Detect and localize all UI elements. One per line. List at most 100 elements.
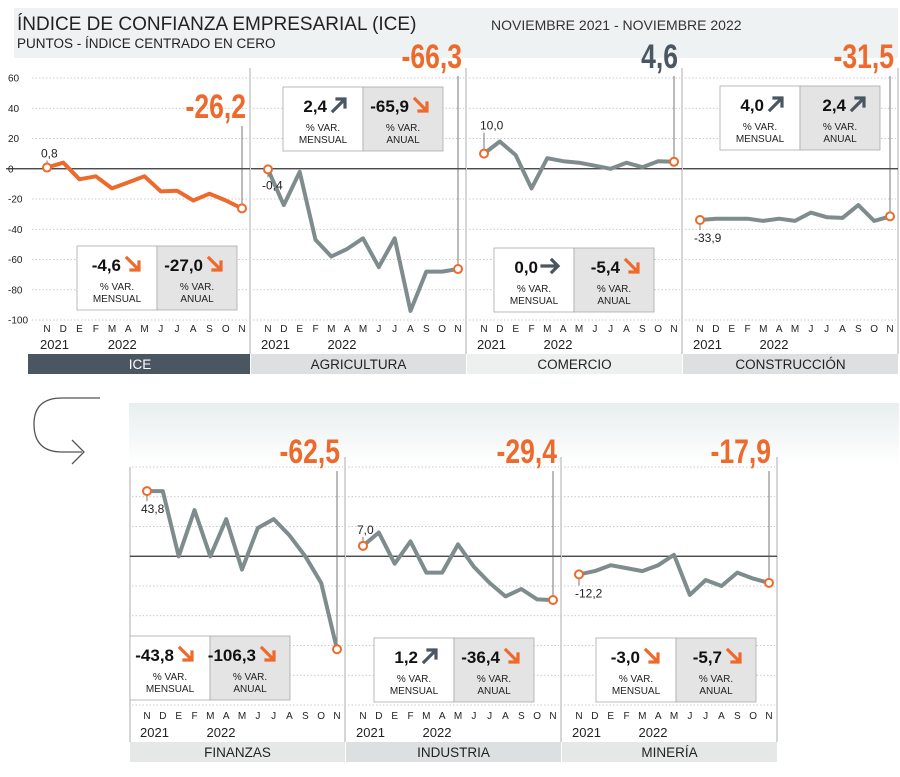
annual-caption: ANUAL xyxy=(233,684,267,695)
first-point xyxy=(479,148,489,159)
monthly-value: 0,0 xyxy=(514,258,538,277)
month-label: J xyxy=(271,711,276,722)
last-point xyxy=(669,156,679,167)
month-label: N xyxy=(143,711,150,722)
last-point xyxy=(885,211,895,222)
period-label: NOVIEMBRE 2021 - NOVIEMBRE 2022 xyxy=(491,17,742,33)
annual-caption: ANUAL xyxy=(823,134,857,145)
monthly-value: 1,2 xyxy=(394,648,418,667)
annual-value: -36,4 xyxy=(461,648,500,667)
monthly-box xyxy=(493,247,575,313)
month-label: A xyxy=(623,324,630,335)
monthly-value: -43,8 xyxy=(135,646,174,665)
row2-band xyxy=(129,403,899,465)
first-value-label: 7,0 xyxy=(357,523,374,537)
month-label: M xyxy=(206,711,214,722)
chart-subtitle: PUNTOS - ÍNDICE CENTRADO EN CERO xyxy=(17,36,276,51)
first-point xyxy=(574,569,584,580)
monthly-box xyxy=(282,86,364,152)
month-label: J xyxy=(376,324,381,335)
month-label: M xyxy=(638,711,646,722)
annual-box xyxy=(675,637,757,703)
series-line xyxy=(698,203,892,223)
monthly-value: 4,0 xyxy=(740,96,764,115)
month-label: J xyxy=(592,324,597,335)
year-label: 2021 xyxy=(261,337,290,352)
year-label: 2022 xyxy=(639,725,668,740)
month-label: A xyxy=(190,324,197,335)
y-tick-label: -80 xyxy=(8,285,23,296)
month-label: A xyxy=(502,711,509,722)
year-label: 2022 xyxy=(207,725,236,740)
month-label: F xyxy=(312,324,318,335)
month-label: E xyxy=(512,324,519,335)
arrow-down-icon xyxy=(177,645,194,662)
monthly-box xyxy=(595,637,677,703)
annual-box xyxy=(573,247,655,313)
month-label: N xyxy=(43,324,50,335)
first-value-label: -0,4 xyxy=(262,178,283,192)
panel-band xyxy=(28,354,250,374)
first-point xyxy=(695,215,705,226)
monthly-value: -3,0 xyxy=(611,648,640,667)
annual-box xyxy=(453,637,535,703)
panel-name: AGRICULTURA xyxy=(311,357,407,372)
monthly-caption: % VAR. xyxy=(100,282,134,293)
monthly-caption: % VAR. xyxy=(306,123,340,134)
arrow-up-icon xyxy=(330,97,347,114)
annual-box xyxy=(362,86,444,152)
annual-caption: ANUAL xyxy=(180,294,214,305)
chart-title: ÍNDICE DE CONFIANZA EMPRESARIAL (ICE) xyxy=(17,14,416,35)
year-label: 2021 xyxy=(356,725,385,740)
annual-caption: % VAR. xyxy=(386,123,420,134)
monthly-caption: MENSUAL xyxy=(736,134,785,145)
arrow-down-icon xyxy=(725,647,742,664)
annual-value: -5,4 xyxy=(591,258,621,277)
series-line xyxy=(145,489,339,652)
month-label: O xyxy=(533,711,541,722)
panel-name: FINANZAS xyxy=(204,745,271,760)
month-label: O xyxy=(222,324,230,335)
month-label: F xyxy=(744,324,750,335)
series-line xyxy=(482,139,676,191)
year-label: 2021 xyxy=(40,337,69,352)
month-label: S xyxy=(639,324,646,335)
month-label: N xyxy=(575,711,582,722)
month-label: E xyxy=(728,324,735,335)
panel-name: COMERCIO xyxy=(537,357,611,372)
month-label: F xyxy=(93,324,99,335)
month-label: N xyxy=(264,324,271,335)
y-tick-label: 60 xyxy=(8,74,20,85)
month-label: N xyxy=(454,324,461,335)
monthly-caption: MENSUAL xyxy=(612,686,661,697)
panel-band xyxy=(251,354,466,374)
last-point xyxy=(453,264,463,275)
last-value-label: -31,5 xyxy=(834,38,894,76)
year-label: 2021 xyxy=(140,725,169,740)
month-label: M xyxy=(140,324,148,335)
y-tick-label: -60 xyxy=(8,255,23,266)
annual-caption: ANUAL xyxy=(699,686,733,697)
arrow-down-icon xyxy=(503,647,520,664)
month-label: M xyxy=(422,711,430,722)
monthly-caption: MENSUAL xyxy=(146,684,195,695)
panel-band xyxy=(683,354,898,374)
first-value-label: -12,2 xyxy=(575,586,603,600)
annual-caption: ANUAL xyxy=(597,296,631,307)
arrow-up-icon xyxy=(421,648,438,665)
month-label: J xyxy=(824,324,829,335)
panel-band xyxy=(467,354,682,374)
header-band xyxy=(14,8,898,58)
month-label: S xyxy=(302,711,309,722)
month-label: J xyxy=(487,711,492,722)
annual-value: -27,0 xyxy=(164,256,203,275)
last-value-label: -66,3 xyxy=(402,38,462,76)
month-label: N xyxy=(333,711,340,722)
y-tick-label: -100 xyxy=(8,316,28,327)
monthly-caption: MENSUAL xyxy=(93,294,142,305)
arrow-down-icon xyxy=(623,257,640,274)
last-point xyxy=(237,203,247,214)
annual-box xyxy=(209,635,291,701)
